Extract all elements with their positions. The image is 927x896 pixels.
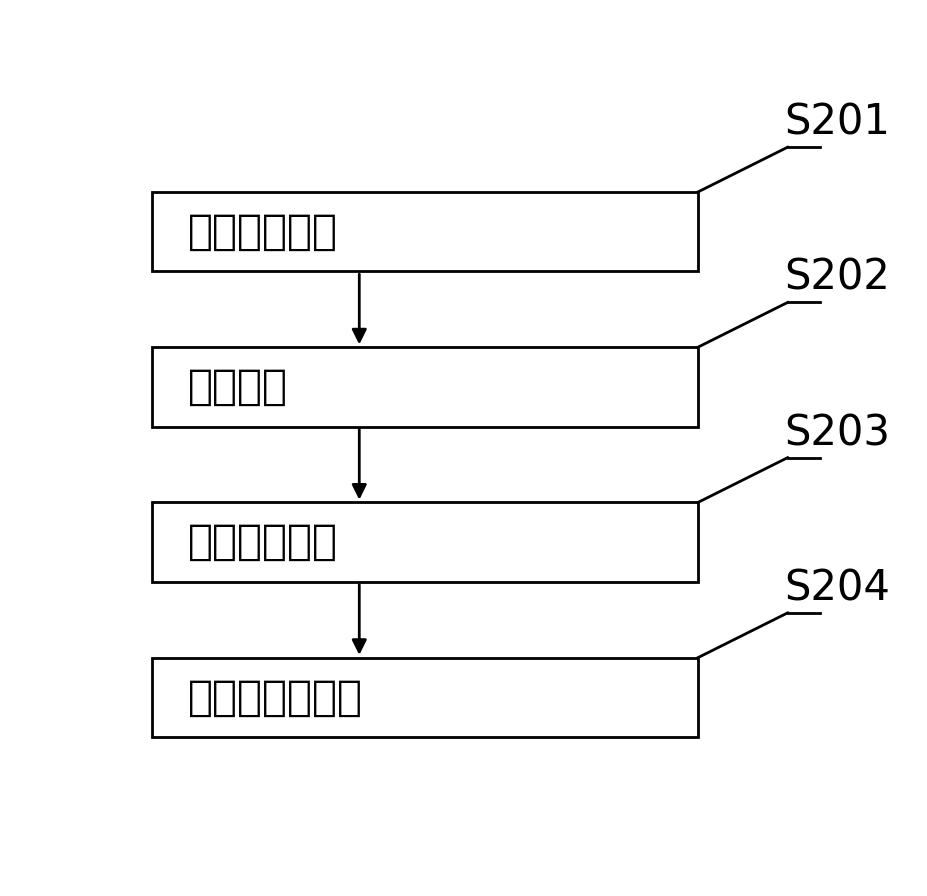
Text: 客群划分: 客群划分: [187, 366, 287, 408]
Text: 客群分组及调整: 客群分组及调整: [187, 676, 362, 719]
Text: S202: S202: [784, 257, 890, 299]
Bar: [152, 658, 698, 737]
Text: 构建用户画像: 构建用户画像: [187, 211, 337, 253]
Text: S204: S204: [784, 567, 890, 609]
Bar: [152, 348, 698, 426]
Bar: [152, 192, 698, 271]
Text: 风险规则识别: 风险规则识别: [187, 521, 337, 564]
Text: S203: S203: [784, 412, 890, 454]
Text: S201: S201: [784, 102, 890, 143]
Bar: [152, 503, 698, 582]
